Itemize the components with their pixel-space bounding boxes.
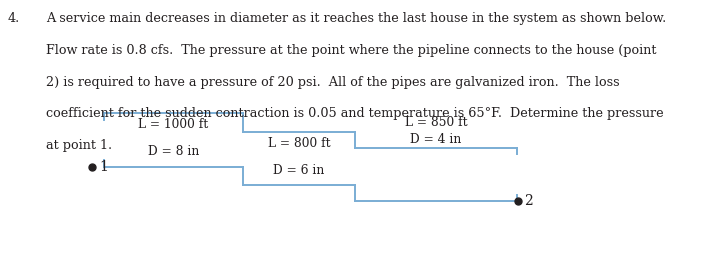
Text: Flow rate is 0.8 cfs.  The pressure at the point where the pipeline connects to : Flow rate is 0.8 cfs. The pressure at th… [46, 44, 657, 57]
Text: D = 4 in: D = 4 in [410, 133, 462, 146]
Text: at point 1.: at point 1. [46, 139, 112, 152]
Text: 2: 2 [524, 195, 533, 209]
Text: A service main decreases in diameter as it reaches the last house in the system : A service main decreases in diameter as … [46, 12, 667, 25]
Text: coefficient for the sudden contraction is 0.05 and temperature is 65°F.  Determi: coefficient for the sudden contraction i… [46, 107, 664, 120]
Text: L = 800 ft: L = 800 ft [268, 137, 330, 150]
Text: L = 850 ft: L = 850 ft [404, 116, 468, 129]
Text: 2) is required to have a pressure of 20 psi.  All of the pipes are galvanized ir: 2) is required to have a pressure of 20 … [46, 76, 620, 89]
Text: 1: 1 [100, 159, 108, 173]
Text: D = 6 in: D = 6 in [273, 164, 325, 177]
Text: D = 8 in: D = 8 in [147, 145, 199, 158]
Text: L = 1000 ft: L = 1000 ft [138, 118, 208, 132]
Text: 4.: 4. [8, 12, 20, 25]
